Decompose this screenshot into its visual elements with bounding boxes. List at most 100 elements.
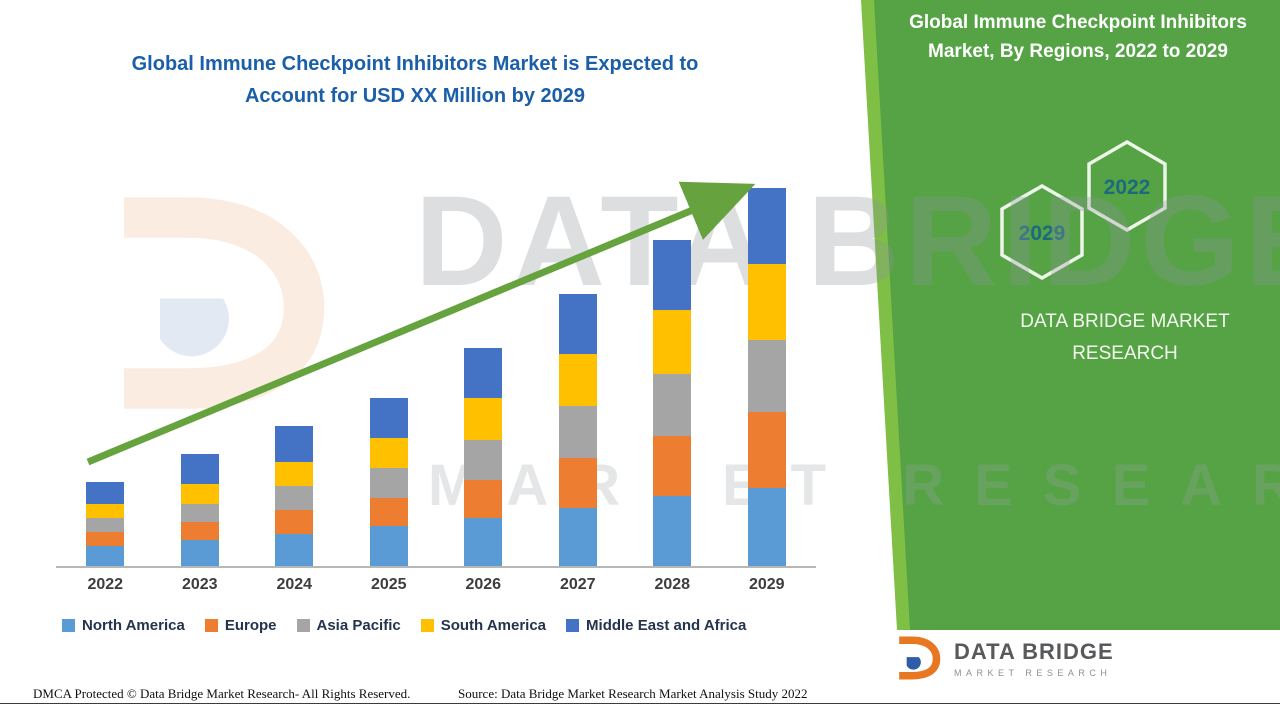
segment-south-america-2029	[747, 264, 786, 340]
databridge-logo-text: DATA BRIDGE MARKET RESEARCH	[954, 639, 1114, 678]
legend-swatch-europe	[204, 619, 218, 632]
segment-asia-pacific-2026	[464, 440, 503, 480]
legend-label-europe: Europe	[224, 617, 277, 634]
logo-arc	[899, 636, 941, 680]
segment-middle-east-and-africa-2027	[558, 294, 597, 354]
dmca-text: DMCA Protected © Data Bridge Market Rese…	[33, 686, 411, 701]
segment-middle-east-and-africa-2026	[464, 348, 503, 398]
legend-swatch-asia-pacific	[296, 619, 310, 632]
chart-title-line1: Global Immune Checkpoint Inhibitors Mark…	[131, 53, 699, 75]
side-panel-brand: DATA BRIDGE MARKET RESEARCH	[1020, 311, 1230, 365]
x-label-2023: 2023	[181, 576, 218, 593]
segment-europe-2025	[369, 498, 408, 526]
bar-column-2023	[153, 166, 248, 566]
segment-middle-east-and-africa-2025	[369, 398, 408, 438]
segment-middle-east-and-africa-2023	[180, 454, 219, 484]
segment-asia-pacific-2023	[180, 504, 219, 522]
bar-stack-2026	[464, 348, 503, 566]
segment-europe-2024	[275, 510, 314, 534]
bar-column-2029	[720, 166, 815, 566]
chart-title-line2: Account for USD XX Million by 2029	[244, 85, 586, 107]
legend-swatch-north-america	[62, 619, 75, 632]
segment-middle-east-and-africa-2022	[86, 482, 125, 504]
x-axis-labels: 2022 2023 2024 2025 2026 2027 2028 2029	[58, 576, 814, 594]
segment-middle-east-and-africa-2029	[747, 188, 786, 264]
logo-bowl	[906, 657, 921, 670]
legend-label-asia-pacific: Asia Pacific	[316, 617, 401, 634]
side-panel-edge	[861, 0, 913, 630]
segment-asia-pacific-2025	[369, 468, 408, 498]
legend-label-north-america: North America	[82, 617, 185, 634]
bar-stack-2022	[86, 482, 125, 566]
chart-title: Global Immune Checkpoint Inhibitors Mark…	[85, 48, 745, 112]
x-axis-line	[56, 566, 816, 568]
segment-europe-2022	[86, 532, 125, 546]
segment-south-america-2024	[275, 462, 314, 486]
segment-north-america-2029	[747, 488, 786, 566]
segment-europe-2026	[464, 480, 503, 518]
x-label-2026: 2026	[465, 576, 502, 593]
x-label-2022: 2022	[87, 576, 124, 593]
legend-item-europe: Europe	[204, 617, 277, 634]
legend-label-middle-east-and-africa: Middle East and Africa	[586, 617, 747, 634]
segment-south-america-2022	[86, 504, 125, 518]
bar-column-2027	[531, 166, 626, 566]
x-label-2025: 2025	[370, 576, 407, 593]
segment-north-america-2022	[86, 546, 125, 566]
logo-name: DATA BRIDGE	[954, 638, 1114, 664]
bar-chart	[58, 166, 814, 566]
databridge-logo: DATA BRIDGE MARKET RESEARCH	[888, 633, 1114, 683]
x-label-2029: 2029	[748, 576, 785, 593]
logo-tagline: MARKET RESEARCH	[954, 667, 1112, 678]
segment-south-america-2028	[653, 310, 692, 374]
segment-europe-2028	[653, 436, 692, 496]
x-label-2027: 2027	[559, 576, 596, 593]
segment-north-america-2025	[369, 526, 408, 566]
segment-europe-2023	[180, 522, 219, 540]
databridge-logo-icon	[899, 636, 941, 680]
segment-europe-2027	[558, 458, 597, 508]
source-text: Source: Data Bridge Market Research Mark…	[458, 686, 808, 701]
segment-middle-east-and-africa-2024	[275, 426, 314, 462]
segment-asia-pacific-2028	[653, 374, 692, 436]
segment-asia-pacific-2027	[558, 406, 597, 458]
legend-item-middle-east-and-africa: Middle East and Africa	[566, 617, 746, 634]
segment-north-america-2027	[558, 508, 597, 566]
legend-item-north-america: North America	[62, 617, 185, 634]
bar-stack-2024	[275, 426, 314, 566]
segment-north-america-2023	[180, 540, 219, 566]
bar-stack-2025	[369, 398, 408, 566]
bar-column-2026	[436, 166, 531, 566]
segment-north-america-2026	[464, 518, 503, 566]
segment-south-america-2023	[180, 484, 219, 504]
bar-stack-2028	[653, 240, 692, 566]
segment-asia-pacific-2022	[86, 518, 125, 532]
bar-column-2022	[58, 166, 153, 566]
bar-column-2028	[625, 166, 720, 566]
footer-divider	[0, 703, 1280, 704]
bar-column-2025	[342, 166, 437, 566]
segment-europe-2029	[747, 412, 786, 488]
legend-label-south-america: South America	[440, 617, 547, 634]
segment-south-america-2026	[464, 398, 503, 440]
chart-legend: North America Europe Asia Pacific South Ame…	[62, 617, 746, 634]
legend-swatch-south-america	[420, 619, 434, 632]
bar-stack-2027	[558, 294, 597, 566]
x-label-2028: 2028	[654, 576, 691, 593]
segment-asia-pacific-2029	[747, 340, 786, 412]
segment-south-america-2025	[369, 438, 408, 468]
segment-south-america-2027	[558, 354, 597, 406]
segment-asia-pacific-2024	[275, 486, 314, 510]
segment-middle-east-and-africa-2028	[653, 240, 692, 310]
bar-column-2024	[247, 166, 342, 566]
x-label-2024: 2024	[276, 576, 313, 593]
legend-item-south-america: South America	[420, 617, 547, 634]
legend-swatch-middle-east-and-africa	[566, 619, 580, 632]
side-panel-title: Global Immune Checkpoint Inhibitors Mark…	[909, 12, 1247, 63]
segment-north-america-2024	[275, 534, 314, 566]
segment-north-america-2028	[653, 496, 692, 566]
bar-stack-2023	[180, 454, 219, 566]
legend-item-asia-pacific: Asia Pacific	[296, 617, 401, 634]
bar-stack-2029	[747, 188, 786, 566]
